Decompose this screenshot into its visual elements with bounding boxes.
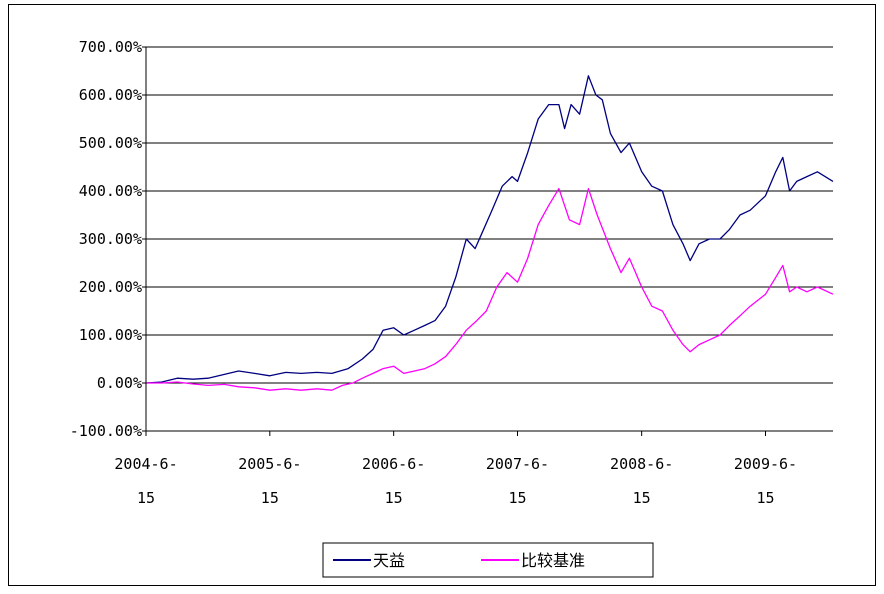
x-axis-tick-labels: 2004-6- 15 2005-6- 15 2006-6- 15 2007-6- 15 2008… bbox=[114, 455, 797, 507]
x-tick-label: 15 bbox=[385, 489, 403, 507]
y-axis-tick-labels: -100.00% 0.00% 100.00% 200.00% 300.00% 400.00… bbox=[70, 38, 142, 440]
x-tick-label: 15 bbox=[756, 489, 774, 507]
series-lines bbox=[145, 75, 834, 391]
series-line-2 bbox=[146, 187, 834, 391]
x-tick-label: 15 bbox=[508, 489, 526, 507]
x-tick-label: 15 bbox=[261, 489, 279, 507]
y-tick-label: 700.00% bbox=[79, 38, 142, 56]
gridlines bbox=[146, 46, 833, 384]
x-tick-label: 2008-6- bbox=[610, 455, 673, 473]
x-tick-label: 2004-6- bbox=[114, 455, 177, 473]
x-tick-label: 2009-6- bbox=[734, 455, 797, 473]
line-chart: -100.00% 0.00% 100.00% 200.00% 300.00% 400.00… bbox=[70, 38, 834, 578]
x-tick-label: 2005-6- bbox=[238, 455, 301, 473]
y-tick-label: 600.00% bbox=[79, 86, 142, 104]
legend-label-series-2: 比较基准 bbox=[521, 551, 585, 570]
y-tick-label: 500.00% bbox=[79, 134, 142, 152]
legend: 天益 比较基准 bbox=[322, 542, 654, 578]
y-tick-label: 200.00% bbox=[79, 278, 142, 296]
chart-frame: -100.00% 0.00% 100.00% 200.00% 300.00% 400.00… bbox=[8, 4, 876, 586]
legend-label-series-1: 天益 bbox=[373, 551, 405, 570]
x-tick-label: 15 bbox=[633, 489, 651, 507]
series-line-1 bbox=[145, 75, 834, 384]
x-tick-label: 2006-6- bbox=[362, 455, 425, 473]
x-tick-label: 2007-6- bbox=[486, 455, 549, 473]
y-tick-label: 100.00% bbox=[79, 326, 142, 344]
axes bbox=[142, 46, 833, 436]
y-tick-label: 400.00% bbox=[79, 182, 142, 200]
x-tick-label: 15 bbox=[137, 489, 155, 507]
y-tick-label: 0.00% bbox=[97, 374, 142, 392]
y-tick-label: 300.00% bbox=[79, 230, 142, 248]
y-tick-label: -100.00% bbox=[70, 422, 142, 440]
